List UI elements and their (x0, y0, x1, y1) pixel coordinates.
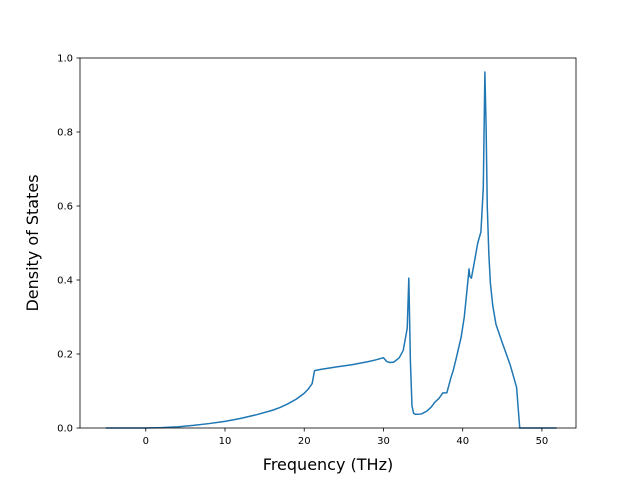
y-tick-label: 0.4 (57, 276, 73, 287)
y-tick-label: 0.2 (57, 350, 73, 361)
y-axis-label: Density of States (23, 174, 42, 311)
x-axis-ticks: 0 10 20 30 40 50 (143, 428, 549, 447)
x-tick-label: 0 (143, 436, 149, 447)
x-axis-label: Frequency (THz) (263, 455, 393, 474)
x-tick-label: 10 (219, 436, 232, 447)
dos-series-line (105, 71, 557, 429)
y-tick-label: 0.8 (57, 128, 73, 139)
y-tick-label: 1.0 (57, 54, 73, 65)
x-tick-label: 30 (377, 436, 390, 447)
x-tick-label: 20 (298, 436, 311, 447)
y-axis-ticks: 0.0 0.2 0.4 0.6 0.8 1.0 (57, 54, 80, 435)
plot-area (80, 58, 576, 428)
x-tick-label: 40 (456, 436, 469, 447)
y-tick-label: 0.0 (57, 424, 73, 435)
y-tick-label: 0.6 (57, 202, 73, 213)
x-tick-label: 50 (536, 436, 549, 447)
plot-frame (79, 57, 577, 429)
